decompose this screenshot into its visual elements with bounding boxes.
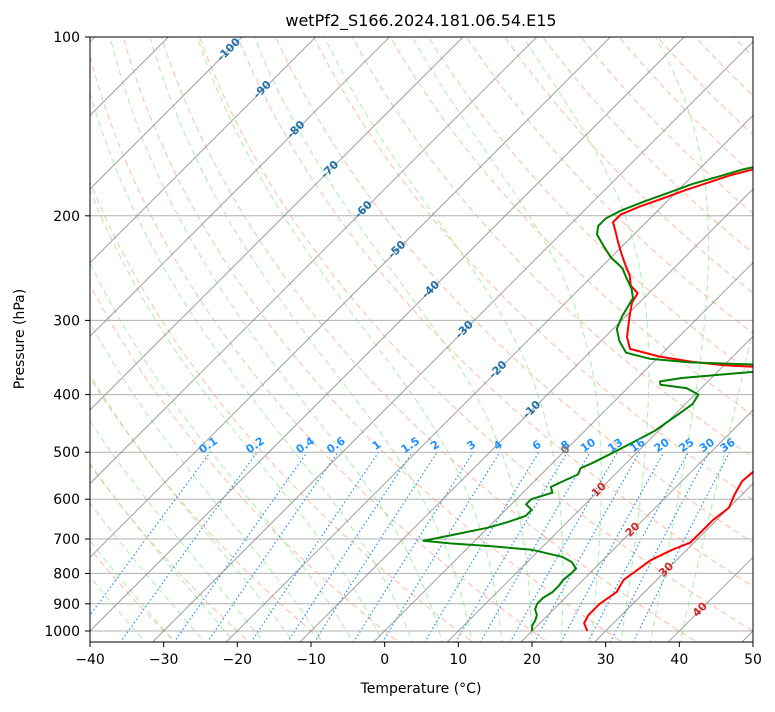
mixing-ratio-label: 6 <box>530 438 544 453</box>
mixing-ratio-label: 4 <box>491 438 505 453</box>
isotherms <box>0 24 775 646</box>
mixing-ratio-label: 2 <box>428 438 442 453</box>
isotherm-line <box>517 24 775 646</box>
dry-adiabat-line <box>120 27 628 646</box>
dry-adiabat-line <box>196 27 775 646</box>
mixing-ratio-label: 1.5 <box>399 434 422 456</box>
x-tick-label: 10 <box>449 652 467 668</box>
y-tick-label: 200 <box>53 209 80 225</box>
x-tick-label: −40 <box>75 652 105 668</box>
dry-adiabat-line <box>762 27 775 646</box>
mixing-ratio-line <box>67 452 210 646</box>
moist-adiabat-line <box>110 37 443 646</box>
x-tick-label: −10 <box>296 652 326 668</box>
isotherm-label: -100 <box>214 35 243 64</box>
isotherm-line <box>222 24 775 646</box>
y-axis-label: Pressure (hPa) <box>12 289 28 389</box>
y-tick-label: 1000 <box>44 624 80 640</box>
y-tick-label: 400 <box>53 388 80 404</box>
mixing-ratio-label: 3 <box>465 438 479 453</box>
x-tick-label: 0 <box>380 652 389 668</box>
x-tick-label: 50 <box>744 652 762 668</box>
moist-adiabat-line <box>197 37 502 646</box>
isotherm-label: -80 <box>284 118 307 141</box>
isotherm-label: 10 <box>589 479 609 499</box>
y-tick-label: 600 <box>53 492 80 508</box>
dry-adiabat-line <box>0 27 254 646</box>
isotherm-line <box>75 24 697 646</box>
isotherm-line <box>1 24 623 646</box>
moist-adiabat-line <box>76 37 414 646</box>
mixing-ratio-label: 0.6 <box>324 434 348 456</box>
plot-frame <box>90 37 753 642</box>
dry-adiabats <box>0 27 775 646</box>
moist-adiabat-line <box>523 37 649 646</box>
dry-adiabat-line <box>385 27 775 646</box>
dry-adiabat-line <box>573 27 775 646</box>
temperature-profile-line <box>584 37 775 631</box>
moist-adiabat-line <box>0 37 266 646</box>
moist-adiabat-line <box>412 37 601 646</box>
mixing-ratio-line <box>454 452 568 646</box>
moist-adiabat-line <box>0 37 325 646</box>
mixing-ratio-line <box>312 452 437 646</box>
y-tick-label: 500 <box>53 445 80 461</box>
dry-adiabat-line <box>7 27 403 646</box>
moist-adiabat-line <box>47 37 385 646</box>
dry-adiabat-line <box>724 27 775 646</box>
isotherm-line <box>0 24 255 646</box>
y-tick-label: 100 <box>53 30 80 46</box>
dry-adiabat-line <box>347 27 775 646</box>
dry-adiabat-line <box>45 27 478 646</box>
dry-adiabat-line <box>686 27 775 646</box>
x-axis: −40 −30 −20 −10 0 10 20 30 40 50 <box>75 642 762 668</box>
x-tick-label: −30 <box>149 652 179 668</box>
y-axis: 100 200 300 400 500 600 700 800 900 1000 <box>44 30 90 640</box>
x-tick-label: 20 <box>523 652 541 668</box>
moist-adiabat-line <box>0 37 208 646</box>
x-tick-label: 30 <box>597 652 615 668</box>
dry-adiabat-line <box>158 27 703 646</box>
isotherm-label: -20 <box>486 358 509 381</box>
isotherm-line <box>0 24 403 646</box>
moist-adiabat-line <box>650 37 709 646</box>
mixing-ratio-line <box>631 452 729 646</box>
y-tick-label: 300 <box>53 313 80 329</box>
dry-adiabat-line <box>271 27 775 646</box>
dry-adiabat-line <box>83 27 554 646</box>
mixing-ratio-label: 0.4 <box>293 434 317 456</box>
y-tick-label: 700 <box>53 532 80 548</box>
moist-adiabat-line <box>0 37 237 646</box>
chart-title: wetPf2_S166.2024.181.06.54.E15 <box>285 11 556 31</box>
x-tick-label: 40 <box>670 652 688 668</box>
dry-adiabat-line <box>498 27 775 646</box>
x-tick-label: −20 <box>223 652 253 668</box>
isotherm-label: -50 <box>385 238 408 261</box>
mixing-ratio-line <box>559 452 664 646</box>
mixing-ratio-label: 0.2 <box>243 434 266 456</box>
mixing-ratio-label: 0.1 <box>197 434 220 456</box>
y-tick-label: 900 <box>53 597 80 613</box>
dry-adiabat-line <box>611 27 775 646</box>
pressure-grid <box>90 37 753 631</box>
moist-adiabat-line <box>150 37 473 646</box>
isotherm-line <box>738 24 775 646</box>
dry-adiabat-line <box>536 27 775 646</box>
x-axis-label: Temperature (°C) <box>360 681 482 697</box>
moist-adiabat-line <box>0 37 296 646</box>
y-tick-label: 800 <box>53 566 80 582</box>
